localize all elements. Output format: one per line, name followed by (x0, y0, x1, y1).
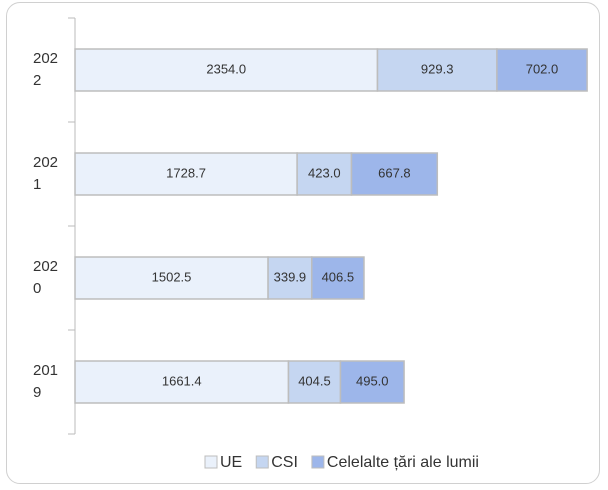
data-label: 929.3 (421, 61, 454, 76)
bar-segment (74, 256, 269, 300)
y-tick-label: 2022 (33, 50, 59, 89)
bar-segment (376, 48, 498, 92)
bar-segment (350, 152, 439, 196)
data-label: 406.5 (322, 269, 355, 284)
data-label: 1661.4 (162, 373, 202, 388)
data-label: 702.0 (526, 61, 559, 76)
data-label: 495.0 (356, 373, 389, 388)
legend-swatch (204, 455, 218, 469)
legend-swatch (311, 455, 325, 469)
data-label: 667.8 (378, 165, 411, 180)
y-tick-label: 2021 (33, 154, 59, 193)
data-label: 423.0 (308, 165, 341, 180)
data-label: 404.5 (298, 373, 331, 388)
bar-segment (339, 360, 405, 404)
legend-label: CSI (271, 454, 298, 471)
bar-segment (310, 256, 365, 300)
data-label: 2354.0 (206, 61, 246, 76)
legend-label: Celelalte țări ale lumii (327, 454, 479, 471)
chart-frame (6, 2, 600, 484)
data-label: 339.9 (274, 269, 307, 284)
legend-label: UE (220, 454, 242, 471)
y-tick-label: 2020 (33, 258, 59, 297)
bar-segment (74, 360, 290, 404)
bar-segment (296, 152, 353, 196)
bar-segment (496, 48, 588, 92)
bar-segment (74, 48, 379, 92)
legend-swatch (255, 455, 269, 469)
bar-segment (74, 152, 298, 196)
y-tick-label: 2019 (33, 362, 59, 401)
data-label: 1728.7 (166, 165, 206, 180)
data-label: 1502.5 (152, 269, 192, 284)
bar-segment (287, 360, 342, 404)
